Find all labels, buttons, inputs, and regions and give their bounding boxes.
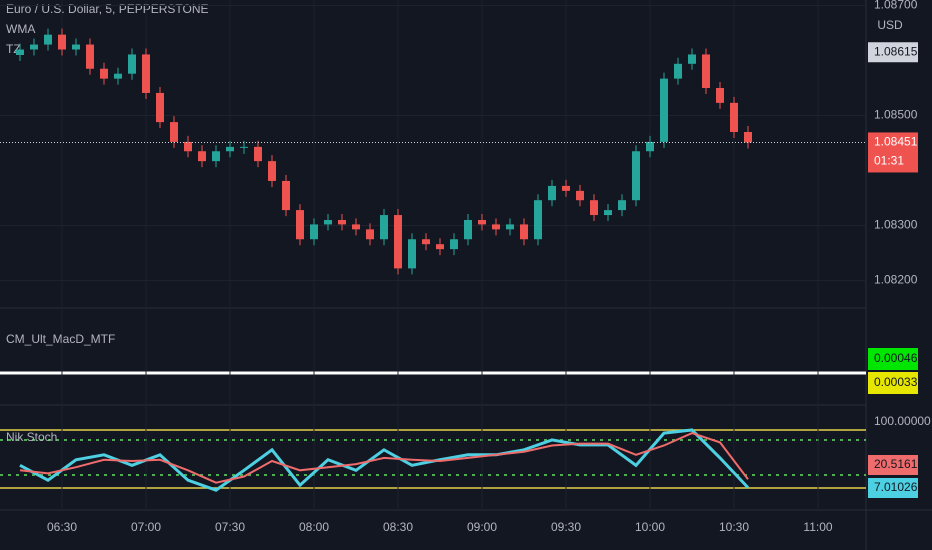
candle — [310, 224, 318, 240]
price-badge — [868, 132, 918, 173]
candle — [730, 102, 738, 132]
candle — [534, 200, 542, 240]
candle — [478, 220, 486, 225]
candle — [72, 44, 80, 50]
candle — [156, 92, 164, 123]
value-label: 20.51612 — [874, 457, 924, 471]
candle — [100, 68, 108, 79]
candle — [282, 180, 290, 211]
macd-value: 0.00033 — [874, 375, 918, 389]
countdown: 01:31 — [874, 154, 904, 168]
candle — [436, 244, 444, 250]
candle — [198, 151, 206, 162]
candle — [646, 141, 654, 152]
candle — [450, 239, 458, 250]
macd-badge — [868, 372, 918, 394]
candle — [254, 146, 262, 162]
candle — [702, 54, 710, 88]
candle — [548, 185, 556, 201]
candle — [338, 220, 346, 225]
candle — [352, 224, 360, 230]
value-badge — [868, 455, 918, 475]
stoch-line — [19, 428, 750, 492]
candle — [240, 146, 248, 148]
candle — [184, 141, 192, 152]
x-tick-label: 07:30 — [215, 520, 245, 534]
candle — [128, 54, 136, 74]
candle — [226, 146, 234, 152]
candle — [562, 185, 570, 191]
x-tick-label: 07:00 — [131, 520, 161, 534]
macd-value: 0.00046 — [874, 351, 918, 365]
value-label: 7.01026 — [874, 480, 918, 494]
candle — [520, 224, 528, 240]
candle — [212, 151, 220, 162]
candle — [618, 200, 626, 211]
x-tick-label: 09:30 — [551, 520, 581, 534]
price-badge — [868, 42, 918, 63]
candle — [632, 151, 640, 201]
macd-title: CM_Ult_MacD_MTF — [6, 332, 115, 346]
stoch-title: Nik Stoch — [6, 430, 57, 444]
candle — [44, 34, 52, 45]
symbol-title: Euro / U.S. Dollar, 5, PEPPERSTONE — [6, 2, 209, 16]
candle — [604, 210, 612, 216]
candle — [492, 224, 500, 230]
candle — [674, 63, 682, 79]
price-label: 1.08451 — [874, 135, 918, 149]
candle — [296, 210, 304, 240]
candle — [590, 200, 598, 216]
candle — [30, 44, 38, 50]
candle — [422, 239, 430, 245]
y-tick-label: 100.00000 — [874, 414, 931, 428]
candle — [142, 54, 150, 93]
stoch-line — [19, 432, 749, 484]
candle — [86, 44, 94, 69]
candle — [716, 88, 724, 103]
candle — [464, 220, 472, 240]
candle — [660, 78, 668, 142]
candle — [170, 122, 178, 142]
candle — [366, 229, 374, 240]
candle — [58, 34, 66, 50]
price-label: 1.08615 — [874, 44, 918, 58]
x-tick-label: 08:00 — [299, 520, 329, 534]
candle — [744, 132, 752, 143]
candle — [324, 220, 332, 225]
y-tick-label: 1.08700 — [874, 0, 918, 12]
candle — [408, 239, 416, 269]
candle — [114, 73, 122, 79]
x-tick-label: 10:30 — [719, 520, 749, 534]
currency: USD — [877, 18, 903, 32]
candle — [506, 224, 514, 230]
x-tick-label: 06:30 — [47, 520, 77, 534]
y-tick-label: 1.08200 — [874, 273, 918, 287]
x-tick-label: 10:00 — [635, 520, 665, 534]
y-tick-label: 1.08500 — [874, 108, 918, 122]
x-tick-label: 11:00 — [803, 520, 832, 534]
indicator-label: WMA — [6, 22, 35, 36]
y-tick-label: 1.08300 — [874, 218, 918, 232]
candle — [380, 215, 388, 240]
candle — [576, 190, 584, 201]
candle — [394, 215, 402, 269]
x-tick-label: 08:30 — [383, 520, 413, 534]
candle — [268, 161, 276, 181]
candle — [688, 54, 696, 64]
x-tick-label: 09:00 — [467, 520, 497, 534]
candle — [16, 49, 24, 55]
value-badge — [868, 478, 918, 498]
macd-badge — [868, 348, 918, 370]
